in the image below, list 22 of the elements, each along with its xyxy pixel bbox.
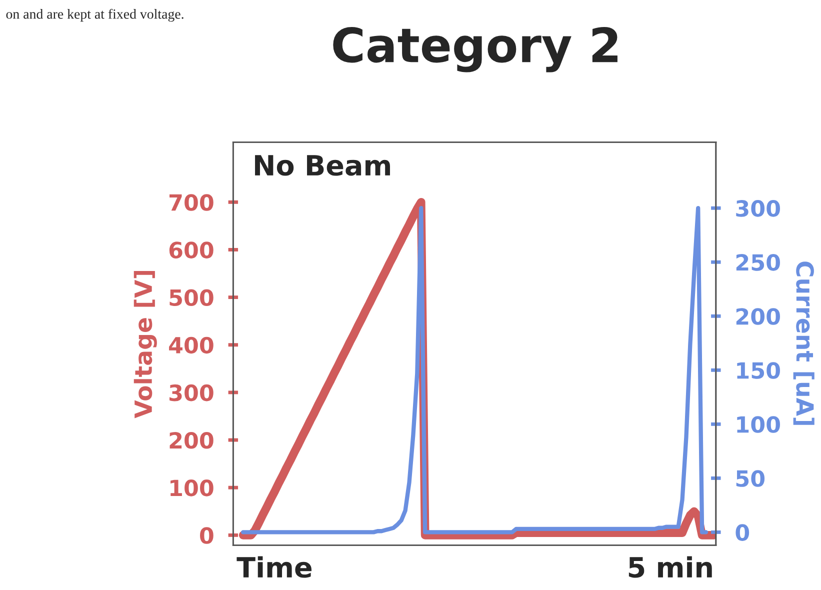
- chart-title: Category 2: [333, 27, 618, 72]
- y2-tick-label: 100: [737, 416, 780, 433]
- y-axis-title: Voltage [V]: [134, 270, 157, 418]
- annotation: No Beam: [255, 155, 390, 176]
- x-tick-label: 5 min: [628, 556, 712, 578]
- y-tick-label: 0: [200, 527, 214, 544]
- y2-tick-label: 50: [736, 470, 765, 487]
- y2-tick-label: 300: [736, 200, 780, 217]
- y2-tick-label: 200: [736, 308, 780, 325]
- y-tick-label: 400: [169, 336, 214, 354]
- y-tick-label: 100: [170, 480, 214, 496]
- y2-axis-title: Current [uA]: [793, 262, 814, 425]
- y2-tick-label: 150: [737, 362, 780, 379]
- text: on and are kept at fixed voltage.: [6, 8, 184, 22]
- y-tick-label: 700: [170, 194, 214, 211]
- x-tick-label: Time: [236, 556, 312, 578]
- y-tick-label: 500: [170, 289, 214, 306]
- y-tick-label: 200: [170, 432, 214, 449]
- y2-tick-label: 250: [736, 254, 780, 271]
- y-tick-label: 600: [169, 242, 214, 258]
- y-tick-label: 300: [170, 384, 214, 402]
- y2-tick-label: 0: [736, 524, 750, 541]
